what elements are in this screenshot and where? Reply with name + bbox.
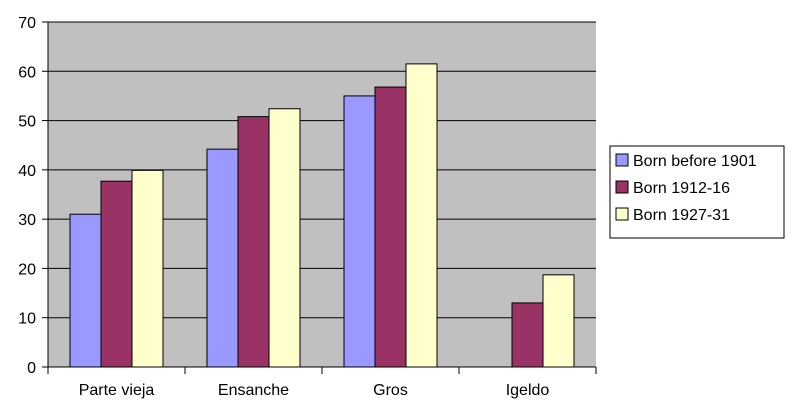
bar: [237, 116, 270, 368]
legend: Born before 1901 Born 1912-16 Born 1927-31: [609, 145, 785, 239]
bar: [343, 95, 376, 368]
bar: [100, 180, 133, 368]
y-tick-label: 0: [27, 360, 36, 377]
y-tick-label: 30: [18, 212, 36, 229]
x-tick-label: Igeldo: [506, 382, 550, 399]
y-tick-label: 40: [18, 163, 36, 180]
y-tick-label: 70: [18, 15, 36, 32]
y-tick-label: 50: [18, 114, 36, 131]
y-axis-ticks: 0 10 20 30 40 50 60 70: [18, 15, 48, 377]
legend-swatch: [615, 180, 629, 194]
y-tick-label: 60: [18, 64, 36, 81]
y-tick-label: 10: [18, 311, 36, 328]
axes: [42, 22, 596, 368]
legend-label: Born before 1901: [633, 153, 757, 170]
x-tick-label: Ensanche: [218, 382, 289, 399]
y-tick-label: 20: [18, 261, 36, 278]
x-axis-ticks: Parte vieja Ensanche Gros Igeldo: [47, 367, 597, 399]
bar: [511, 302, 544, 368]
x-tick-label: Parte vieja: [79, 382, 155, 399]
bar: [69, 213, 102, 368]
legend-swatch: [615, 207, 629, 221]
x-tick-label: Gros: [373, 382, 408, 399]
bar: [542, 274, 575, 368]
legend-label: Born 1912-16: [633, 180, 730, 197]
legend-box: [609, 145, 785, 239]
legend-swatch: [615, 153, 629, 167]
bar: [131, 169, 164, 368]
bar: [374, 86, 407, 368]
bar: [268, 108, 301, 368]
bar: [206, 148, 239, 368]
bar: [405, 63, 438, 368]
legend-label: Born 1927-31: [633, 207, 730, 224]
